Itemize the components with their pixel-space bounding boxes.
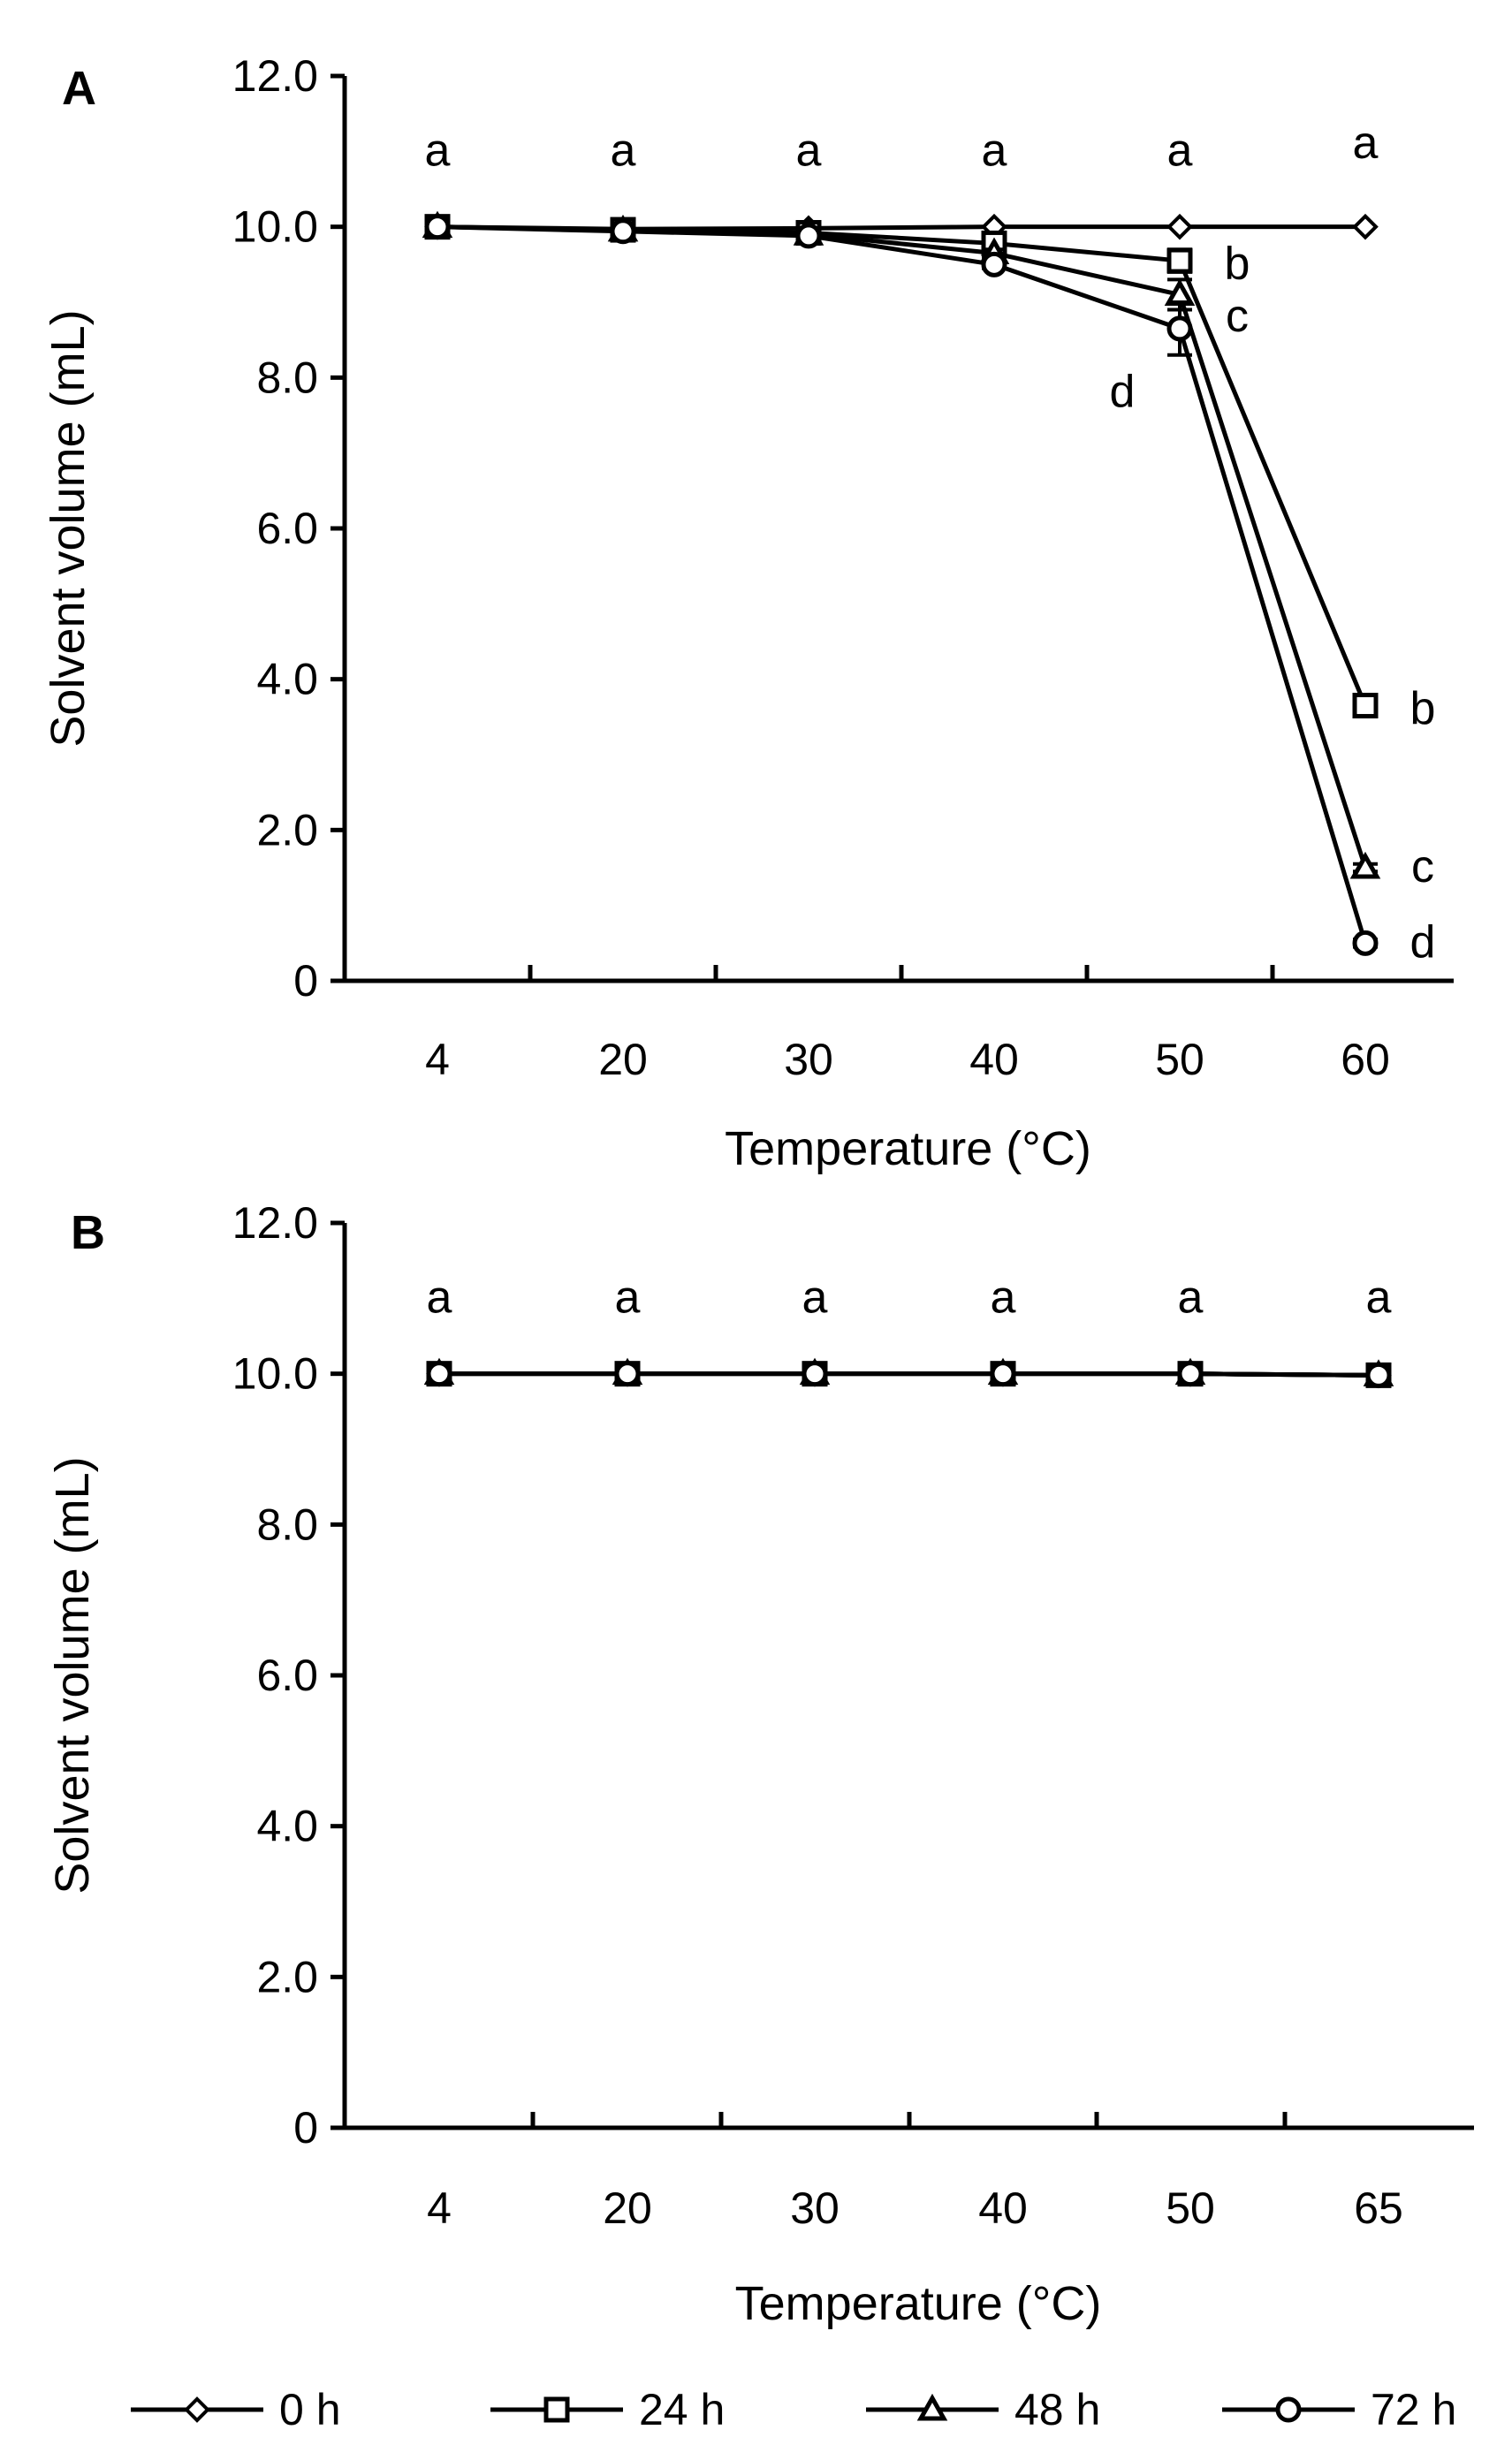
legend-label: 48 h <box>1014 2385 1100 2434</box>
significance-letter: a <box>425 125 451 176</box>
legend-entry-24-h: 24 h <box>490 2385 725 2434</box>
y-tick-label: 2.0 <box>256 1952 318 2001</box>
x-tick-label: 50 <box>1155 1035 1204 1084</box>
data-point-triangle <box>1349 851 1381 879</box>
significance-letter: c <box>1411 841 1434 892</box>
y-tick-label: 4.0 <box>256 1802 318 1851</box>
panel-label: B <box>71 1206 105 1259</box>
significance-letter: a <box>796 125 822 176</box>
legend-marker-triangle <box>916 2393 948 2421</box>
significance-letter: a <box>1178 1272 1204 1323</box>
significance-letter: a <box>1366 1272 1392 1323</box>
legend-entry-48-h: 48 h <box>866 2385 1100 2434</box>
significance-letter: a <box>802 1272 828 1323</box>
y-tick-label: 8.0 <box>256 353 318 402</box>
data-point-circle <box>614 1361 641 1387</box>
x-tick-label: 65 <box>1354 2183 1403 2233</box>
x-tick-label: 30 <box>790 2183 840 2233</box>
series-line <box>437 224 1368 945</box>
data-point-circle <box>802 1361 828 1387</box>
x-axis-title: Temperature (°C) <box>725 1122 1091 1175</box>
x-tick-label: 4 <box>425 1035 450 1084</box>
significance-letter: a <box>611 125 636 176</box>
significance-letter: a <box>615 1272 641 1323</box>
legend-entry-72-h: 72 h <box>1222 2385 1456 2434</box>
series-72-h <box>426 1361 1392 1388</box>
legend-label: 24 h <box>639 2385 725 2434</box>
data-point-diamond <box>1166 213 1193 240</box>
y-tick-label: 12.0 <box>232 51 318 101</box>
x-tick-label: 4 <box>427 2183 452 2233</box>
y-tick-label: 12.0 <box>232 1198 318 1248</box>
x-tick-label: 40 <box>978 2183 1028 2233</box>
y-tick-label: 2.0 <box>256 805 318 854</box>
data-point-square <box>1166 247 1193 274</box>
significance-letter: d <box>1410 916 1436 968</box>
series-line <box>439 1371 1379 1378</box>
data-point-circle <box>981 251 1007 277</box>
significance-letter: b <box>1410 683 1436 734</box>
x-tick-label: 20 <box>603 2183 652 2233</box>
panel-b: B 0 2.0 4.0 6.0 8.0 10.0 12.0 4 20 30 40 50 65 Tempera… <box>46 1198 1474 2330</box>
data-point-circle <box>610 218 636 245</box>
significance-letter: d <box>1110 366 1136 417</box>
x-tick-label: 20 <box>598 1035 648 1084</box>
legend-marker-diamond <box>184 2396 210 2423</box>
significance-letter: a <box>982 125 1007 176</box>
x-axis-title: Temperature (°C) <box>735 2277 1102 2330</box>
y-tick-label: 6.0 <box>256 1651 318 1700</box>
y-tick-label: 6.0 <box>256 504 318 553</box>
x-tick-label: 50 <box>1166 2183 1215 2233</box>
legend-label: 0 h <box>279 2385 341 2434</box>
y-tick-label: 8.0 <box>256 1500 318 1549</box>
y-tick-label: 0 <box>293 2103 318 2153</box>
y-tick-label: 10.0 <box>232 1349 318 1399</box>
legend-marker-circle <box>1275 2396 1302 2423</box>
x-tick-label: 40 <box>969 1035 1019 1084</box>
y-axis-title: Solvent volume (mL) <box>46 1456 99 1894</box>
data-point-circle <box>1352 930 1379 956</box>
legend-entry-0-h: 0 h <box>131 2385 341 2434</box>
y-tick-label: 10.0 <box>232 202 318 252</box>
data-point-circle <box>424 214 451 240</box>
x-tick-label: 60 <box>1341 1035 1390 1084</box>
data-point-circle <box>1365 1362 1392 1388</box>
data-point-diamond <box>1352 213 1379 240</box>
series-72-h <box>424 214 1379 956</box>
panel-label: A <box>62 62 96 115</box>
legend: 0 h 24 h 48 h 72 h <box>131 2385 1456 2434</box>
significance-letter: a <box>1167 125 1193 176</box>
legend-marker-square <box>543 2396 570 2423</box>
panel-a: A 0 2.0 4.0 6.0 8.0 10.0 12.0 4 20 30 40 50 60 Tempera… <box>42 51 1454 1175</box>
data-point-square <box>1352 693 1379 719</box>
significance-letter: a <box>1353 118 1379 169</box>
legend-label: 72 h <box>1371 2385 1456 2434</box>
data-point-circle <box>795 223 822 249</box>
data-point-circle <box>990 1361 1016 1387</box>
y-axis-title: Solvent volume (mL) <box>42 309 95 747</box>
significance-letter: c <box>1226 291 1249 342</box>
significance-letter: b <box>1225 238 1250 289</box>
data-point-circle <box>426 1361 452 1387</box>
y-tick-label: 0 <box>293 956 318 1006</box>
x-tick-label: 30 <box>784 1035 833 1084</box>
data-point-circle <box>1166 315 1193 342</box>
significance-letter: a <box>991 1272 1016 1323</box>
data-point-circle <box>1177 1361 1204 1387</box>
y-tick-label: 4.0 <box>256 655 318 704</box>
significance-letter: a <box>427 1272 452 1323</box>
